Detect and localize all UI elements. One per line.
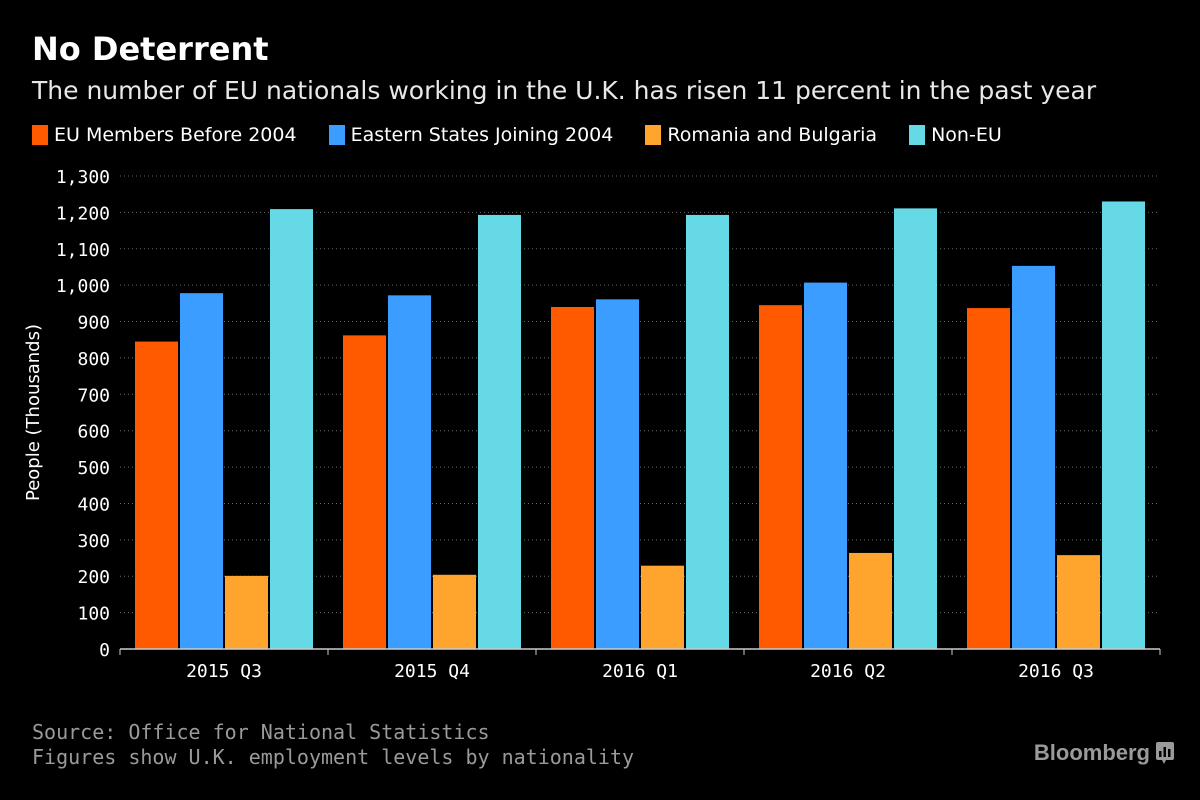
chart-title: No Deterrent bbox=[32, 30, 269, 68]
bloomberg-logo-icon bbox=[1156, 742, 1174, 764]
legend-item-eastern-states-2004: Eastern States Joining 2004 bbox=[328, 124, 614, 146]
bar bbox=[849, 552, 892, 649]
legend-label: Romania and Bulgaria bbox=[667, 124, 878, 146]
chart-subtitle: The number of EU nationals working in th… bbox=[32, 76, 1097, 105]
x-tick-label: 2016 Q2 bbox=[810, 661, 886, 682]
bar bbox=[343, 335, 386, 649]
y-tick-label: 100 bbox=[77, 604, 110, 625]
bar bbox=[135, 341, 178, 649]
bar bbox=[225, 575, 268, 649]
bar bbox=[1012, 265, 1055, 649]
brand-logo-text: Bloomberg bbox=[1033, 740, 1150, 765]
y-tick-label: 800 bbox=[77, 349, 110, 370]
y-tick-label: 1,300 bbox=[56, 167, 110, 188]
x-tick-label: 2016 Q1 bbox=[602, 661, 678, 682]
y-tick-label: 1,000 bbox=[56, 276, 110, 297]
y-tick-label: 700 bbox=[77, 385, 110, 406]
bar bbox=[1102, 201, 1145, 649]
legend-item-non-eu: Non-EU bbox=[909, 124, 1002, 146]
bar bbox=[180, 293, 223, 649]
x-tick-label: 2016 Q3 bbox=[1018, 661, 1094, 682]
bar bbox=[478, 214, 521, 650]
legend-item-eu-before-2004: EU Members Before 2004 bbox=[32, 124, 297, 146]
chart-legend: EU Members Before 2004 Eastern States Jo… bbox=[32, 122, 1034, 148]
bar bbox=[551, 306, 594, 649]
y-tick-label: 600 bbox=[77, 422, 110, 443]
bar bbox=[967, 308, 1010, 649]
bar bbox=[388, 295, 431, 649]
legend-item-romania-bulgaria: Romania and Bulgaria bbox=[645, 124, 877, 146]
bar bbox=[759, 305, 802, 649]
footnote: Figures show U.K. employment levels by n… bbox=[32, 745, 635, 769]
y-tick-label: 900 bbox=[77, 313, 110, 334]
legend-label: Non-EU bbox=[931, 124, 1002, 146]
x-tick-label: 2015 Q3 bbox=[186, 661, 262, 682]
y-tick-label: 400 bbox=[77, 494, 110, 515]
source-note: Source: Office for National Statistics bbox=[32, 720, 490, 744]
bar bbox=[641, 565, 684, 649]
y-tick-label: 500 bbox=[77, 458, 110, 479]
bar bbox=[804, 282, 847, 649]
y-tick-label: 1,100 bbox=[56, 240, 110, 261]
legend-swatch bbox=[328, 125, 345, 145]
brand: Bloomberg bbox=[1034, 740, 1174, 766]
bar bbox=[894, 208, 937, 649]
bar bbox=[596, 299, 639, 649]
bar bbox=[1057, 555, 1100, 649]
y-axis-label: People (Thousands) bbox=[23, 324, 44, 501]
legend-label: Eastern States Joining 2004 bbox=[350, 124, 614, 146]
x-tick-label: 2015 Q4 bbox=[394, 661, 470, 682]
y-tick-label: 0 bbox=[99, 640, 110, 661]
y-tick-label: 300 bbox=[77, 531, 110, 552]
bar bbox=[270, 209, 313, 650]
legend-swatch bbox=[32, 125, 48, 145]
legend-label: EU Members Before 2004 bbox=[54, 124, 297, 146]
bar bbox=[686, 214, 729, 650]
y-tick-label: 1,200 bbox=[56, 203, 110, 224]
legend-swatch bbox=[645, 125, 662, 145]
legend-swatch bbox=[909, 125, 926, 145]
y-tick-label: 200 bbox=[77, 567, 110, 588]
bar bbox=[433, 574, 476, 649]
